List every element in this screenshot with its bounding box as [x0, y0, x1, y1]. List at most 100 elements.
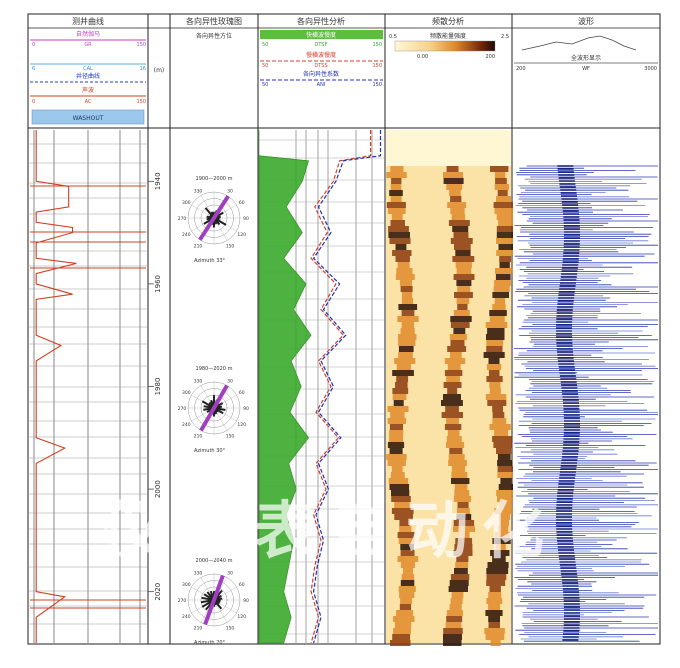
- t4-cell: [450, 196, 462, 202]
- t4-cell: [488, 358, 500, 364]
- t4-cell: [495, 274, 511, 280]
- t4-cell: [486, 340, 504, 346]
- t4-cell: [399, 604, 412, 610]
- t4-cell: [387, 406, 409, 412]
- t4-top-blank: [386, 130, 511, 166]
- t1-curve2-name: 井径曲线: [76, 72, 100, 80]
- rose-angle-label: 240: [182, 422, 191, 428]
- t4-cell: [446, 616, 463, 622]
- t4-cell: [494, 532, 511, 538]
- t4-cell: [456, 298, 470, 304]
- t4-cell: [488, 622, 500, 628]
- t4-cell: [454, 484, 468, 490]
- t4-cell: [492, 412, 505, 418]
- t4-cell: [448, 220, 470, 226]
- t4-cell: [388, 232, 410, 238]
- t4-cell: [399, 526, 412, 532]
- t4-cell: [447, 202, 467, 208]
- t4-cell: [493, 286, 510, 292]
- t4-cell: [390, 196, 402, 202]
- t4-cell: [498, 244, 514, 250]
- t4-cell: [456, 508, 470, 514]
- t4-cell: [497, 466, 513, 472]
- t4-cell: [487, 328, 505, 334]
- t4-cell: [393, 628, 411, 634]
- rose-angle-label: 90: [243, 406, 249, 412]
- t4-cell: [441, 400, 463, 406]
- t4-cell: [456, 268, 472, 274]
- t4-cell: [441, 412, 463, 418]
- t4-cell: [389, 436, 403, 442]
- t4-cell: [494, 508, 516, 514]
- t4-cell: [446, 376, 460, 382]
- t4-cell: [496, 196, 511, 202]
- t4-cell: [453, 520, 475, 526]
- t4-cell: [488, 592, 502, 598]
- t4-cell: [403, 568, 413, 574]
- t4-cell: [485, 634, 505, 640]
- t4-cell: [455, 538, 473, 544]
- t4-cell: [387, 442, 405, 448]
- rose-angle-label: 30: [227, 570, 233, 576]
- t4-cell: [495, 268, 513, 274]
- track3-curves: [258, 130, 382, 644]
- t4-cell: [496, 490, 516, 496]
- t4-cell: [400, 550, 415, 556]
- t4-cell: [392, 394, 407, 400]
- t4-cell: [451, 478, 470, 484]
- t4-cell: [446, 610, 463, 616]
- washout-badge: [31, 109, 145, 125]
- t4-cell: [446, 184, 463, 190]
- t4-cell: [446, 418, 459, 424]
- t4-cell: [458, 532, 470, 538]
- t4-cell: [498, 484, 514, 490]
- t4-cell: [401, 292, 413, 298]
- t4-cell: [401, 298, 414, 304]
- t4-cell: [453, 274, 475, 280]
- t4-cell: [448, 460, 467, 466]
- t4-cell: [397, 316, 419, 322]
- t4-cell: [390, 220, 405, 226]
- t4-cell: [493, 202, 515, 208]
- t4-cell: [449, 604, 462, 610]
- fast-shear-area: [258, 130, 312, 644]
- t4-cell: [394, 514, 413, 520]
- washout-label: WASHOUT: [73, 115, 104, 122]
- t4-cell: [398, 538, 415, 544]
- rose-angle-label: 120: [237, 422, 246, 428]
- t4-cell: [393, 400, 404, 406]
- t4-cell: [389, 484, 410, 490]
- t4-cell: [446, 442, 465, 448]
- rose-angle-label: 90: [243, 216, 249, 222]
- t5-curve-name: 全波形显示: [571, 54, 601, 62]
- t4-cell: [498, 526, 509, 532]
- t4-cell: [395, 382, 408, 388]
- t4-cell: [497, 496, 515, 502]
- t4-cell: [387, 460, 406, 466]
- t4-cell: [486, 334, 505, 340]
- t4-cell: [450, 352, 462, 358]
- t4-cell: [490, 166, 509, 172]
- t4-cell: [454, 544, 473, 550]
- t4-cell: [401, 574, 415, 580]
- t4-cell: [454, 568, 468, 574]
- t4-cell: [494, 172, 506, 178]
- t4-cell: [392, 634, 411, 640]
- t4-cell: [398, 586, 416, 592]
- t4-cell: [452, 226, 469, 232]
- rose-angle-label: 210: [194, 244, 203, 250]
- t4-cell: [450, 598, 463, 604]
- anisotropy-curve: [312, 130, 382, 644]
- t4-cell: [389, 424, 403, 430]
- t4-cell: [449, 580, 469, 586]
- t4-cell: [389, 448, 403, 454]
- t4-cell: [492, 292, 509, 298]
- t4-cell: [496, 448, 512, 454]
- t4-cell: [489, 586, 501, 592]
- t4-cell: [398, 352, 413, 358]
- t1-c3-max: 150: [136, 99, 146, 105]
- t4-cell: [453, 328, 466, 334]
- t4-cell: [496, 226, 515, 232]
- t4-cell: [496, 238, 516, 244]
